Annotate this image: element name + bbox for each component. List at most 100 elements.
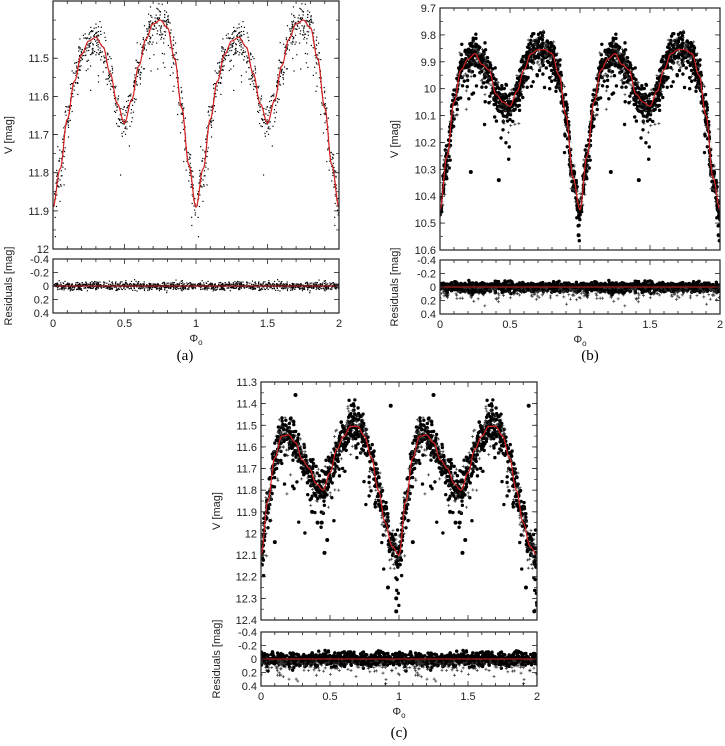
y-tick-label: 11.6	[236, 442, 257, 454]
x-tick-label: 2	[336, 318, 342, 330]
outlier-point	[319, 520, 324, 525]
data-points	[261, 392, 537, 614]
panel-b-caption: (b)	[581, 348, 599, 364]
y-tick-label: 11.9	[28, 206, 49, 218]
x-tick-label: 1	[396, 691, 402, 703]
y-tick-label: 9.9	[421, 57, 436, 69]
residual-tick-label: 0.2	[421, 296, 436, 308]
x-tick-label: 1.5	[460, 691, 475, 703]
outlier-point	[496, 178, 501, 183]
outlier-point	[310, 509, 315, 514]
outlier-point	[523, 585, 528, 590]
outlier-point	[322, 550, 327, 555]
x-tick-label: 1	[193, 318, 199, 330]
residual-tick-label: 0	[430, 282, 436, 294]
outlier-point	[410, 540, 415, 545]
residual-tick-label: -0.2	[30, 268, 49, 280]
y-tick-label: 11.4	[236, 399, 257, 411]
residual-axis-title: Residuals [mag]	[211, 620, 223, 699]
residual-points	[440, 278, 720, 308]
outlier-point	[293, 392, 298, 397]
outlier-point	[453, 520, 458, 525]
outlier-point	[385, 585, 390, 590]
y-tick-label: 10.2	[415, 137, 436, 149]
model-curve	[53, 19, 339, 209]
y-tick-label: 12.1	[236, 550, 257, 562]
residual-tick-label: 0.4	[34, 308, 49, 320]
main-plot-frame	[260, 381, 538, 621]
y-tick-label: 11.5	[236, 420, 257, 432]
y-tick-label: 12	[245, 528, 257, 540]
outlier-point	[431, 392, 436, 397]
y-tick-label: 11.5	[28, 53, 49, 65]
y-tick-label: 9.7	[421, 3, 436, 15]
x-axis-title: Φo	[189, 333, 203, 347]
residual-tick-label: 0.4	[242, 681, 257, 693]
y-tick-label: 12.4	[236, 615, 257, 627]
x-tick-label: 2	[534, 691, 540, 703]
x-axis-title: Φo	[573, 334, 587, 348]
outlier-point	[388, 403, 393, 408]
residual-tick-label: 0	[43, 281, 49, 293]
outlier-point	[394, 596, 399, 601]
panel-a-main-plot: 11.5 11.6 11.7 11.8 11.9 12 V [mag]	[3, 0, 340, 256]
x-axis-title: Φo	[392, 706, 406, 720]
x-tick-label: 0	[437, 319, 443, 331]
x-tick-label: 1	[577, 319, 583, 331]
x-tick-label: 1.5	[642, 319, 657, 331]
y-tick-label: 12.2	[236, 572, 257, 584]
main-plot-frame	[52, 0, 340, 250]
residual-tick-label: -0.4	[238, 627, 257, 639]
x-tick-label: 0.5	[502, 319, 517, 331]
x-tick-label: 0	[50, 318, 56, 330]
residual-tick-label: 0.2	[34, 295, 49, 307]
outlier-point	[394, 609, 399, 614]
residual-axis-title: Residuals [mag]	[389, 248, 401, 327]
y-tick-label: 11.8	[236, 485, 257, 497]
outlier-point	[325, 537, 330, 542]
x-tick-label: 1.5	[260, 318, 275, 330]
residual-tick-label: 0.2	[242, 668, 257, 680]
residual-tick-label: 0.4	[421, 309, 436, 321]
panel-a-caption: (a)	[177, 348, 194, 364]
panel-b-main-plot: 9.7 9.8 9.9 10 10.1 10.2 10.3 10.4 10.5 10.6 V [ma…	[389, 3, 721, 257]
y-tick-label: 12.3	[236, 593, 257, 605]
y-axis-title: V [mag]	[3, 116, 15, 154]
y-tick-label: 12	[37, 244, 49, 256]
y-tick-label: 11.7	[236, 464, 257, 476]
x-tick-label: 0.5	[117, 318, 132, 330]
y-tick-label: 11.6	[28, 91, 49, 103]
x-tick-label: 0	[258, 691, 264, 703]
outlier-point	[457, 520, 462, 525]
outlier-point	[576, 233, 581, 238]
residual-points	[261, 648, 537, 686]
y-tick-label: 10.5	[415, 218, 436, 230]
y-tick-label: 11.7	[28, 130, 49, 142]
x-tick-label: 2	[717, 319, 723, 331]
y-tick-label: 10.3	[415, 164, 436, 176]
outlier-point	[272, 540, 277, 545]
y-tick-label: 11.8	[28, 168, 49, 180]
residual-tick-label: -0.2	[417, 269, 436, 281]
outlier-point	[463, 537, 468, 542]
residual-tick-label: -0.4	[30, 254, 49, 266]
residual-tick-label: -0.4	[417, 255, 436, 267]
y-axis-title: V [mag]	[211, 492, 223, 530]
x-tick-label: 0.5	[322, 691, 337, 703]
y-tick-label: 10.6	[415, 245, 436, 257]
y-tick-label: 10	[424, 84, 436, 96]
y-tick-label: 10.4	[415, 191, 436, 203]
residual-tick-label: -0.2	[238, 641, 257, 653]
outlier-point	[468, 170, 473, 175]
outlier-point	[315, 520, 320, 525]
outlier-point	[526, 403, 531, 408]
y-tick-label: 11.9	[236, 507, 257, 519]
outlier-point	[532, 609, 537, 614]
residual-axis-title: Residuals [mag]	[3, 247, 15, 326]
residual-tick-label: 0	[251, 654, 257, 666]
